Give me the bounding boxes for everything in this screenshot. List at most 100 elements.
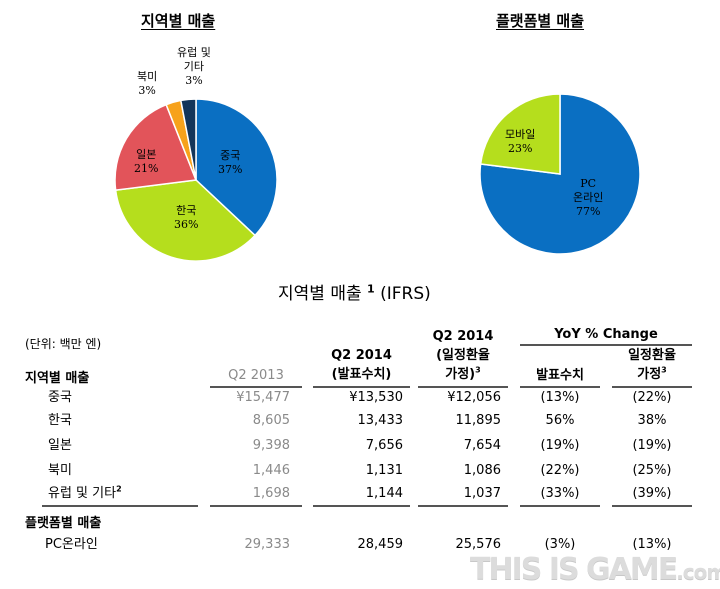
- col-header-q2-2014-constant-line2: (일정환율: [436, 348, 490, 363]
- row-label-text: 유럽 및 기타: [48, 486, 117, 501]
- watermark-main: THIS IS GAME: [470, 552, 678, 587]
- row-underline-1: [313, 505, 410, 507]
- pie-slice-korea: [114, 179, 257, 262]
- table-cell: 1,144: [365, 486, 403, 501]
- table-cell: (19%): [540, 438, 580, 453]
- unit-note: (단위: 백만 엔): [25, 337, 102, 351]
- table-title-suffix: (IFRS): [380, 284, 431, 304]
- table-cell: 56%: [545, 413, 575, 428]
- row-label: 한국: [48, 412, 72, 429]
- table-cell: (22%): [632, 390, 672, 405]
- yoy-group-header: YoY % Change: [554, 327, 658, 342]
- col-header-q2-2014-reported: Q2 2014 (발표수치): [313, 346, 410, 384]
- row-label: 중국: [48, 389, 72, 406]
- table-cell: 29,333: [244, 537, 291, 552]
- row-label-text: 중국: [48, 390, 72, 405]
- pie-label-europe-other-line1: 유럽 및: [177, 46, 211, 59]
- table-cell: (33%): [540, 486, 580, 501]
- table-cell: 1,037: [463, 486, 501, 501]
- pie-label-mobile-name: 모바일: [505, 128, 536, 141]
- col-header-yoy-constant-line1: 일정환율: [628, 348, 676, 363]
- table-title-text: 지역별 매출: [278, 284, 362, 304]
- pie-slice-mobile: [479, 93, 561, 175]
- table-cell: 1,698: [252, 486, 290, 501]
- table-cell: 1,131: [365, 463, 403, 478]
- col-header-q2-2014-constant-line1: Q2 2014: [432, 329, 494, 344]
- row-label: 유럽 및 기타2: [48, 485, 122, 502]
- pie-slice-japan: [114, 103, 198, 191]
- table-cell: (3%): [544, 537, 576, 552]
- platform-pie-chart: [479, 93, 641, 255]
- pie-label-pc-online-line1: PC: [580, 177, 597, 190]
- table-cell: 28,459: [357, 537, 404, 552]
- pie-slice-europe-other: [179, 98, 197, 181]
- section-header-platform: 플랫폼별 매출: [25, 516, 102, 531]
- col-header-yoy-reported: 발표수치: [520, 366, 600, 385]
- pie-label-mobile: 모바일 23%: [505, 128, 535, 156]
- col-underline-4: [612, 386, 692, 388]
- table-cell: 1,446: [252, 463, 290, 478]
- col-header-q2-2014-reported-line1: Q2 2014: [331, 348, 392, 363]
- footnote-3b: 3: [661, 365, 667, 375]
- pie-label-mobile-pct: 23%: [507, 142, 533, 155]
- table-cell: 11,895: [455, 413, 502, 428]
- row-label-text: PC온라인: [45, 537, 98, 552]
- table-cell: 38%: [637, 413, 667, 428]
- table-cell: (39%): [632, 486, 672, 501]
- pie-label-europe-other-line2: 기타: [183, 60, 205, 73]
- pie-label-pc-online-pct: 77%: [575, 205, 601, 218]
- pie-label-pc-online: PC 온라인 77%: [573, 177, 603, 219]
- pie-label-china-name: 중국: [220, 149, 241, 162]
- col-header-yoy-constant: 일정환율 가정3: [612, 346, 692, 384]
- pie-label-japan-pct: 21%: [134, 162, 159, 175]
- yoy-group-underline: [520, 344, 692, 346]
- table-cell: 25,576: [455, 537, 502, 552]
- pie-label-china-pct: 37%: [218, 163, 243, 176]
- row-label: 북미: [48, 462, 72, 479]
- table-cell: 1,086: [463, 463, 501, 478]
- col-header-yoy-reported-line1: 발표수치: [536, 368, 584, 383]
- col-header-q2-2014-reported-line2: (발표수치): [331, 367, 392, 382]
- pie-label-europe-other: 유럽 및 기타 3%: [177, 46, 211, 88]
- col-header-q2-2013: Q2 2013: [210, 366, 302, 385]
- row-underline-0: [210, 505, 302, 507]
- pie-label-japan-name: 일본: [136, 148, 157, 161]
- row-underline-4: [612, 505, 692, 507]
- footnote-3: 3: [475, 365, 481, 375]
- col-underline-0: [210, 386, 302, 388]
- table-cell: (22%): [540, 463, 580, 478]
- pie-label-north-america-pct: 3%: [138, 84, 156, 97]
- pie-label-north-america: 북미 3%: [137, 70, 157, 98]
- table-cell: (13%): [632, 537, 672, 552]
- row-label-text: 일본: [48, 438, 72, 453]
- section-header-region: 지역별 매출: [25, 371, 90, 386]
- row-label-text: 북미: [48, 463, 72, 478]
- row-underline-3: [520, 505, 600, 507]
- row-label-text: 한국: [48, 413, 72, 428]
- pie-label-japan: 일본 21%: [134, 148, 158, 176]
- col-underline-2: [418, 386, 508, 388]
- watermark-suffix: .com: [676, 560, 720, 584]
- pie-slice-china: [195, 98, 278, 237]
- table-title-footnote: 1: [367, 282, 375, 296]
- row-underline-2: [418, 505, 508, 507]
- table-cell: (19%): [632, 438, 672, 453]
- table-cell: 8,605: [252, 413, 290, 428]
- table-cell: ¥13,530: [349, 390, 403, 405]
- col-header-q2-2013-line1: Q2 2013: [228, 368, 284, 383]
- region-pie-chart: [114, 98, 278, 262]
- table-cell: ¥12,056: [447, 390, 501, 405]
- col-underline-1: [313, 386, 410, 388]
- row-underline-label: [42, 505, 198, 507]
- row-label: PC온라인: [45, 536, 98, 553]
- pie-label-pc-online-line2: 온라인: [573, 191, 604, 204]
- col-header-yoy-constant-line2: 가정3: [637, 365, 667, 382]
- pie-label-north-america-name: 북미: [137, 70, 158, 83]
- table-cell: 13,433: [357, 413, 404, 428]
- table-cell: 7,654: [463, 438, 501, 453]
- table-cell: (25%): [632, 463, 672, 478]
- pie-label-korea-pct: 36%: [174, 218, 199, 231]
- col-header-q2-2014-constant: Q2 2014 (일정환율 가정)3: [418, 327, 508, 384]
- table-cell: ¥15,477: [236, 390, 290, 405]
- row-label: 일본: [48, 437, 72, 454]
